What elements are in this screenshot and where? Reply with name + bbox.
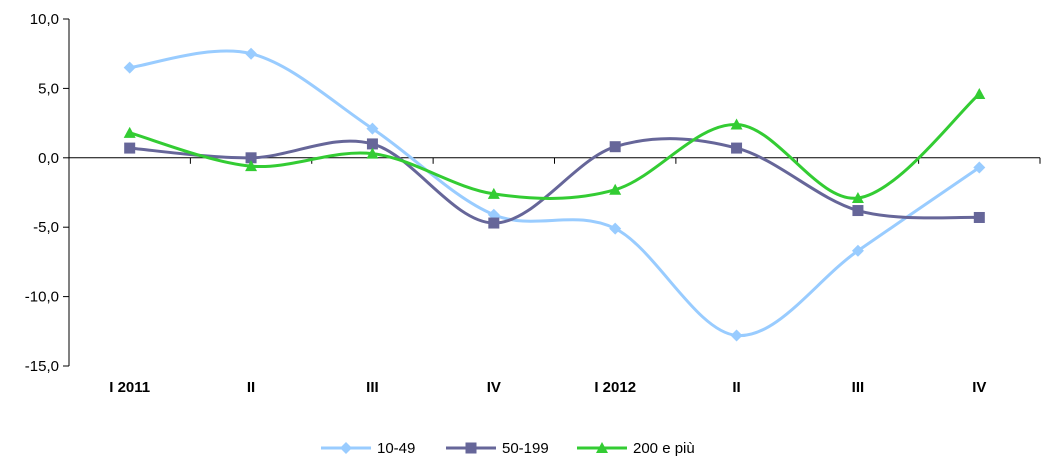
data-point [123, 61, 136, 74]
data-point [973, 161, 986, 174]
series-2 [123, 87, 986, 204]
x-tick-label: I 2011 [109, 379, 150, 396]
data-point [366, 122, 379, 135]
x-tick-label: IV [972, 379, 986, 396]
y-tick-label: 0,0 [38, 150, 59, 167]
series-line [129, 137, 980, 225]
legend-marker [465, 442, 477, 454]
x-tick-label: II [732, 379, 740, 396]
series-0 [123, 47, 986, 342]
data-point [609, 222, 622, 235]
data-point [852, 205, 864, 217]
data-point [245, 47, 258, 60]
legend-item: 10-49 [321, 440, 415, 457]
data-point [609, 141, 621, 153]
data-point [730, 329, 743, 342]
data-point [731, 142, 743, 154]
x-tick-label: IV [487, 379, 501, 396]
y-tick-label: 5,0 [38, 80, 59, 97]
data-point [124, 142, 136, 154]
axes: 10,05,00,0-5,0-10,0-15,0I 2011 II III IV I 2… [25, 11, 1041, 396]
legend: 10-49 50-199 200 e più [321, 440, 695, 457]
x-tick-label: II [247, 379, 255, 396]
data-point [488, 217, 500, 229]
data-point [973, 211, 985, 223]
data-point [245, 160, 258, 172]
data-point [366, 138, 378, 150]
legend-item: 50-199 [446, 440, 549, 457]
y-tick-label: -10,0 [25, 289, 59, 306]
y-tick-label: -5,0 [33, 219, 59, 236]
series-line [129, 92, 981, 200]
legend-marker [340, 442, 352, 454]
y-tick-label: 10,0 [30, 11, 59, 28]
x-tick-label: III [366, 379, 379, 396]
series-1 [124, 137, 985, 229]
y-tick-label: -15,0 [25, 358, 59, 375]
legend-label: 50-199 [502, 440, 549, 457]
series-line [129, 49, 981, 337]
legend-label: 10-49 [377, 440, 415, 457]
data-point [609, 183, 622, 195]
data-point [245, 152, 257, 164]
data-point [366, 147, 379, 159]
data-point [730, 118, 743, 130]
legend-item: 200 e più [577, 440, 695, 457]
series-layer [123, 47, 986, 342]
data-point [851, 192, 864, 204]
x-tick-label: I 2012 [594, 379, 636, 396]
legend-label: 200 e più [633, 440, 695, 457]
data-point [973, 87, 986, 99]
data-point [123, 126, 136, 138]
data-point [851, 244, 864, 257]
data-point [487, 187, 500, 199]
x-tick-label: III [852, 379, 865, 396]
legend-marker [596, 442, 608, 453]
